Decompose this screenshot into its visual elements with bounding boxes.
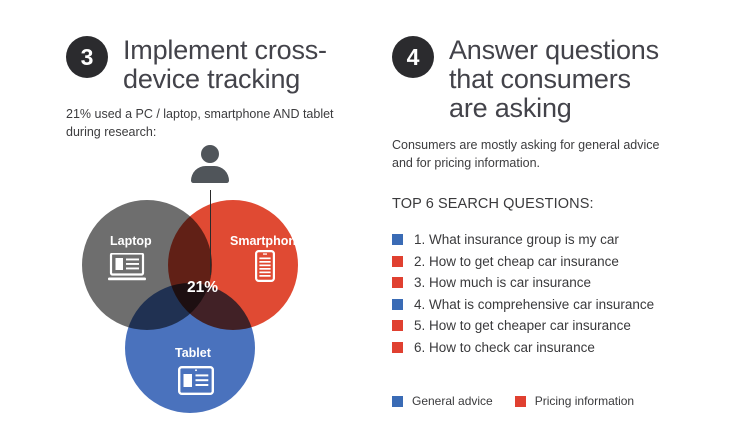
list-item[interactable]: 6. How to check car insurance <box>392 337 722 359</box>
person-head-shape <box>201 145 219 163</box>
step-3-intro-text: 21% used a PC / laptop, smartphone AND t… <box>66 107 334 140</box>
legend-swatch-icon <box>392 395 403 407</box>
list-item[interactable]: 5. How to get cheaper car insurance <box>392 315 722 337</box>
legend-swatch-icon <box>514 395 526 407</box>
smartphone-icon <box>255 250 275 287</box>
bullet-icon <box>392 234 403 246</box>
list-item[interactable]: 3. How much is car insurance <box>392 272 722 294</box>
tablet-icon <box>178 366 214 400</box>
bullet-icon <box>392 341 403 353</box>
legend-label: General advice <box>412 394 493 408</box>
legend-item-general-advice: General advice <box>392 394 493 408</box>
step-4-title: Answer questions that consumers are aski… <box>449 35 659 124</box>
person-body-shape <box>191 166 229 183</box>
bullet-icon <box>392 277 403 289</box>
step-3-header: 3 Implement cross- device tracking <box>66 35 366 95</box>
search-questions-list: 1. What insurance group is my car 2. How… <box>392 229 722 358</box>
laptop-icon <box>108 252 146 286</box>
person-icon <box>188 145 232 185</box>
step-3-title: Implement cross- device tracking <box>123 35 327 95</box>
question-text: 1. What insurance group is my car <box>414 232 619 248</box>
venn-label-smartphone: Smartphone <box>230 234 303 248</box>
question-text: 3. How much is car insurance <box>414 275 592 291</box>
step-4-header: 4 Answer questions that consumers are as… <box>392 35 692 124</box>
connector-line <box>209 190 211 275</box>
panel-step-3: 3 Implement cross- device tracking 21% u… <box>66 35 366 420</box>
question-text: 4. What is comprehensive car insurance <box>414 296 655 312</box>
list-item[interactable]: 4. What is comprehensive car insurance <box>392 294 722 316</box>
question-text: 5. How to get cheaper car insurance <box>414 318 631 334</box>
venn-diagram: Laptop Smartphone Tablet <box>72 140 352 420</box>
venn-circle-tablet <box>125 283 255 413</box>
legend-label: Pricing information <box>534 394 635 408</box>
question-text: 2. How to get cheap car insurance <box>414 253 619 269</box>
panel-step-4: 4 Answer questions that consumers are as… <box>380 0 743 444</box>
list-item[interactable]: 1. What insurance group is my car <box>392 229 722 251</box>
top-questions-heading: TOP 6 SEARCH QUESTIONS: <box>392 196 594 212</box>
list-item[interactable]: 2. How to get cheap car insurance <box>392 251 722 273</box>
bullet-icon <box>392 255 403 267</box>
venn-center-percentage: 21% <box>187 279 219 296</box>
question-text: 6. How to check car insurance <box>414 339 595 355</box>
legend: General advice Pricing information <box>392 394 656 408</box>
bullet-icon <box>392 320 403 332</box>
venn-label-laptop: Laptop <box>110 234 152 248</box>
legend-item-pricing-information: Pricing information <box>514 394 635 408</box>
step-4-badge: 4 <box>392 36 434 78</box>
venn-label-tablet: Tablet <box>175 346 211 360</box>
step-3-badge: 3 <box>66 36 108 78</box>
step-4-intro-text: Consumers are mostly asking for general … <box>392 138 660 171</box>
bullet-icon <box>392 298 403 310</box>
